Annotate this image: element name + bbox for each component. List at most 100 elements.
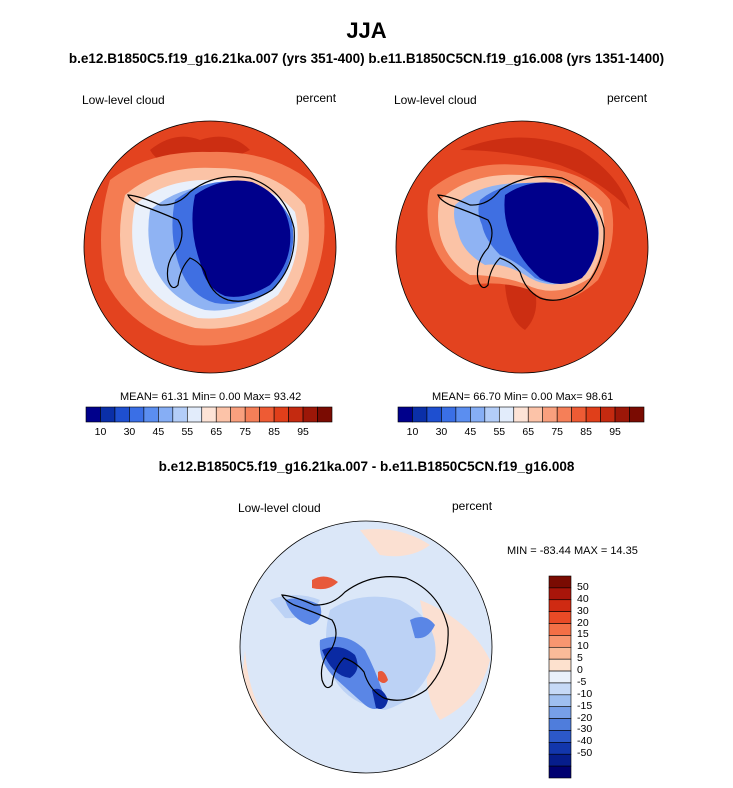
colorbar-swatch [585, 406, 601, 423]
colorbar-swatch [172, 406, 188, 423]
panel3-difference-map [240, 521, 492, 773]
colorbar-tick-label: 10 [577, 640, 589, 653]
colorbar-tick-label: -30 [577, 723, 593, 736]
colorbar-swatch [143, 406, 159, 423]
colorbar-tick-label: 55 [493, 426, 506, 438]
colorbar-tick-label: 75 [551, 426, 564, 438]
colorbar-swatch [426, 406, 442, 423]
colorbar-swatch [600, 406, 616, 423]
colorbar-tick-label: 75 [239, 426, 252, 438]
colorbar-tick-label: 40 [577, 592, 589, 605]
colorbar-tick-label: -5 [577, 675, 587, 688]
colorbar-swatch [548, 718, 572, 731]
colorbar-tick-label: 10 [406, 426, 419, 438]
colorbar-tick-label: 85 [268, 426, 280, 438]
colorbar-swatch [548, 658, 572, 672]
colorbar-tick-label: 95 [297, 426, 309, 438]
colorbar-tick-label: 45 [464, 426, 477, 438]
panel3-units-label: percent [452, 499, 493, 513]
colorbar-swatch [548, 742, 572, 755]
panel2-map-border [395, 120, 649, 374]
colorbar-swatch [548, 706, 572, 719]
colorbar-swatch [548, 730, 572, 743]
diff-colorbar [548, 575, 572, 779]
colorbar-tick-label: 0 [577, 664, 583, 677]
colorbar-tick-label: 65 [210, 426, 223, 438]
panel2-polar-map [396, 121, 648, 373]
colorbar-swatch [513, 406, 529, 423]
colorbar-swatch [548, 611, 572, 624]
colorbar-tick-label: 10 [94, 426, 107, 438]
colorbar-swatch [259, 406, 275, 423]
colorbar-swatch [548, 765, 572, 779]
panel1-polar-map [84, 121, 336, 373]
colorbar-tick-label: -40 [577, 735, 593, 748]
colorbar-tick-label: 20 [577, 616, 589, 629]
colorbar-swatch [455, 406, 471, 423]
panel2-stats: MEAN= 66.70 Min= 0.00 Max= 98.61 [432, 391, 614, 403]
colorbar-tick-label: 50 [577, 580, 589, 593]
colorbar-swatch [484, 406, 500, 423]
colorbar-swatch [273, 406, 289, 423]
colorbar-tick-label: 55 [181, 426, 194, 438]
colorbar-swatch [548, 587, 572, 601]
colorbar-swatch [412, 406, 428, 423]
colorbar-tick-label: -15 [577, 699, 593, 712]
panel3-variable-label: Low-level cloud [238, 501, 321, 515]
colorbar-swatch [614, 406, 630, 423]
panel1-variable-label: Low-level cloud [82, 93, 165, 107]
colorbar-tick-label: 45 [152, 426, 165, 438]
colorbar-swatch [548, 575, 572, 589]
panel3-stats: MIN = -83.44 MAX = 14.35 [507, 545, 638, 557]
colorbar-swatch [527, 406, 544, 423]
colorbar-swatch [629, 406, 645, 423]
colorbar-swatch [548, 682, 572, 696]
panel1-units-label: percent [296, 91, 337, 105]
colorbar-swatch [548, 599, 572, 612]
difference-title: b.e12.B1850C5.f19_g16.21ka.007 - b.e11.B… [158, 459, 575, 474]
colorbar-tick-label: -10 [577, 687, 593, 700]
colorbar-swatch [571, 406, 587, 423]
panel2-units-label: percent [607, 91, 648, 105]
colorbar-swatch [397, 406, 413, 423]
colorbar-swatch [548, 670, 572, 684]
colorbar-swatch [548, 753, 572, 767]
colorbar-tick-label: -20 [577, 711, 593, 724]
colorbar-swatch [441, 406, 457, 423]
panel2-colorbar [397, 406, 645, 423]
colorbar-swatch [548, 635, 572, 648]
colorbar-swatch [201, 406, 217, 423]
colorbar-swatch [317, 406, 333, 423]
colorbar-swatch [215, 406, 232, 423]
panel2-variable-label: Low-level cloud [394, 93, 477, 107]
colorbar-swatch [158, 406, 174, 423]
colorbar-swatch [498, 406, 515, 423]
colorbar-swatch [542, 406, 558, 423]
panel1-stats: MEAN= 61.31 Min= 0.00 Max= 93.42 [120, 391, 302, 403]
colorbar-tick-label: 65 [522, 426, 535, 438]
colorbar-swatch [85, 406, 101, 423]
colorbar-tick-label: 30 [435, 426, 448, 438]
colorbar-tick-label: -50 [577, 747, 593, 760]
colorbar-swatch [186, 406, 203, 423]
main-title: JJA [346, 18, 387, 43]
colorbar-swatch [302, 406, 318, 423]
colorbar-tick-label: 30 [123, 426, 136, 438]
colorbar-swatch [548, 646, 572, 660]
colorbar-swatch [244, 406, 260, 423]
colorbar-swatch [548, 623, 572, 636]
colorbar-swatch [548, 694, 572, 708]
colorbar-tick-label: 85 [580, 426, 592, 438]
colorbar-tick-label: 15 [577, 628, 589, 641]
panel1-colorbar [85, 406, 333, 423]
colorbar-swatch [129, 406, 145, 423]
colorbar-swatch [556, 406, 572, 423]
colorbar-swatch [100, 406, 116, 423]
colorbar-tick-label: 5 [577, 652, 583, 665]
panel3-map-border [239, 520, 493, 774]
panel1-map-border [83, 120, 337, 374]
colorbar-swatch [288, 406, 304, 423]
subtitle: b.e12.B1850C5.f19_g16.21ka.007 (yrs 351-… [68, 51, 665, 66]
colorbar-swatch [230, 406, 246, 423]
colorbar-swatch [114, 406, 130, 423]
